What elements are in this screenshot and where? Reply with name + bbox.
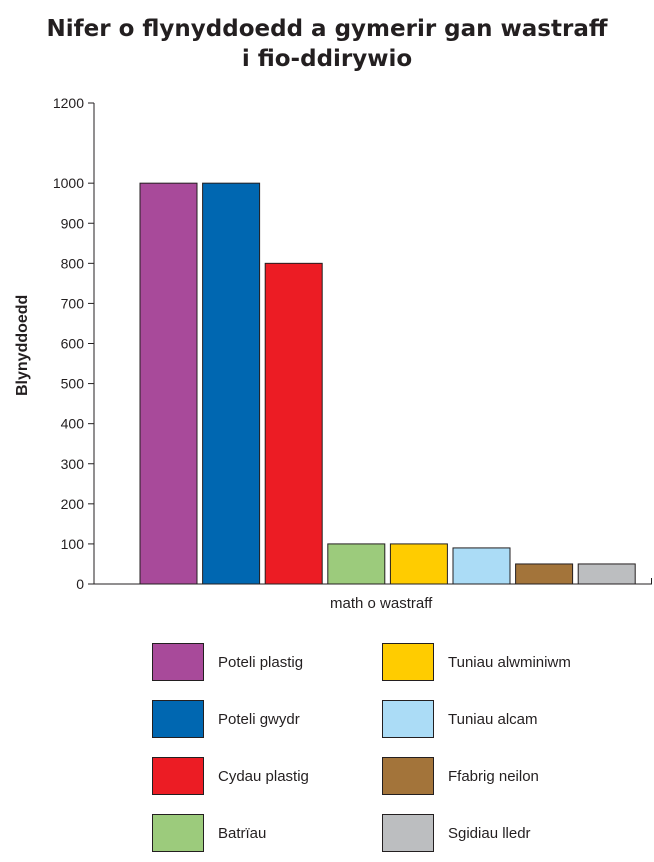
legend-swatch	[152, 757, 204, 795]
y-tick-label: 800	[61, 255, 85, 271]
chart-title-line-1: Nifer o flynyddoedd a gymerir gan wastra…	[46, 16, 608, 42]
y-tick-label: 1200	[53, 95, 84, 111]
y-tick-label: 300	[61, 456, 85, 472]
bar-sgidiau-lledr	[577, 563, 636, 585]
legend-label: Tuniau alcam	[448, 710, 538, 728]
bar-poteli-plastig	[139, 182, 198, 585]
legend-item: Tuniau alwminiwm	[382, 642, 571, 682]
bar-batr-au	[327, 543, 386, 585]
legend-swatch	[382, 757, 434, 795]
y-axis-ticks: 0 100 200 300 400 500 600 700 800 900 1000 1200	[53, 95, 94, 592]
legend-item: Sgidiau lledr	[382, 813, 531, 853]
bar-ffabrig-neilon	[515, 563, 574, 585]
legend-swatch	[152, 643, 204, 681]
y-tick-label: 1000	[53, 175, 84, 191]
legend-swatch	[152, 700, 204, 738]
bars	[139, 182, 636, 585]
legend-swatch	[152, 814, 204, 852]
legend-label: Sgidiau lledr	[448, 824, 531, 842]
y-tick-label: 400	[61, 416, 85, 432]
legend: Poteli plastig Poteli gwydr Cydau plastig B…	[152, 642, 622, 862]
x-axis-label: math o wastraff	[330, 595, 433, 612]
chart-title: Nifer o flynyddoedd a gymerir gan wastra…	[0, 14, 654, 74]
legend-item: Ffabrig neilon	[382, 756, 539, 796]
y-tick-label: 200	[61, 496, 85, 512]
bar-tuniau-alwminiwm	[389, 543, 448, 585]
y-tick-label: 900	[61, 215, 85, 231]
y-tick-label: 100	[61, 536, 85, 552]
legend-label: Ffabrig neilon	[448, 767, 539, 785]
bar-tuniau-alcam	[452, 547, 511, 585]
legend-swatch	[382, 700, 434, 738]
legend-item: Tuniau alcam	[382, 699, 538, 739]
legend-label: Tuniau alwminiwm	[448, 653, 571, 671]
legend-item: Poteli plastig	[152, 642, 303, 682]
y-tick-label: 500	[61, 376, 85, 392]
bar-chart: 0 100 200 300 400 500 600 700 800 900 1000 1200	[53, 95, 652, 592]
legend-label: Cydau plastig	[218, 767, 309, 785]
bar-cydau-plastig	[264, 262, 323, 585]
legend-swatch	[382, 814, 434, 852]
chart-title-line-2: i fio-ddirywio	[241, 46, 413, 72]
legend-item: Cydau plastig	[152, 756, 309, 796]
legend-label: Poteli gwydr	[218, 710, 300, 728]
y-axis-label: Blynyddoedd	[14, 294, 31, 396]
legend-swatch	[382, 643, 434, 681]
legend-label: Batrïau	[218, 824, 267, 842]
bar-poteli-gwydr	[202, 182, 261, 585]
y-tick-label: 700	[61, 295, 85, 311]
legend-item: Poteli gwydr	[152, 699, 300, 739]
y-tick-label: 600	[61, 336, 85, 352]
legend-label: Poteli plastig	[218, 653, 304, 671]
y-tick-label: 0	[76, 576, 84, 592]
legend-item: Batrïau	[152, 813, 266, 853]
